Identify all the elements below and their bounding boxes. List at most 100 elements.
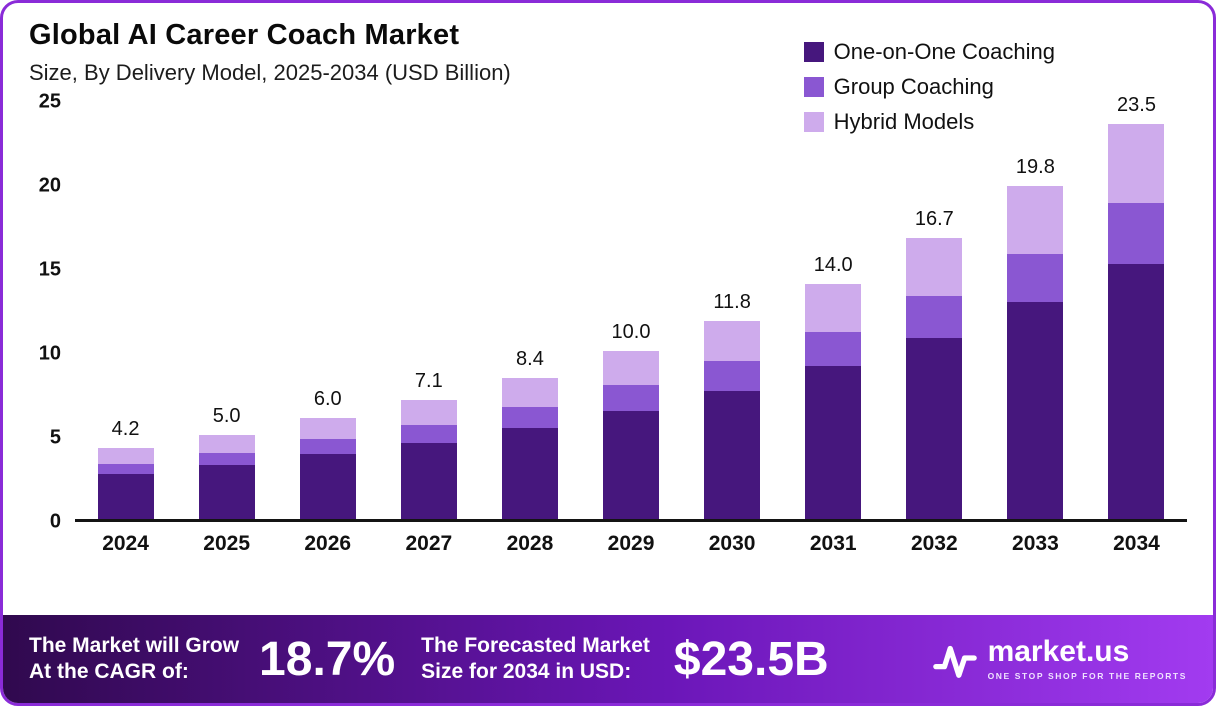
- bar-segment-one-on-one-coaching: [805, 366, 862, 519]
- bar-group-2026: 6.0: [277, 102, 378, 519]
- x-axis-label-2034: 2034: [1113, 532, 1160, 555]
- footer-banner: The Market will Grow At the CAGR of: 18.…: [3, 615, 1213, 703]
- bar-total-label: 10.0: [611, 321, 651, 344]
- page-title: Global AI Career Coach Market: [29, 19, 460, 51]
- chart-header: Global AI Career Coach Market Size, By D…: [3, 3, 1213, 134]
- bar-segment-group-coaching: [1108, 203, 1165, 264]
- cagr-label-line2: At the CAGR of:: [29, 660, 189, 683]
- cagr-label-line1: The Market will Grow: [29, 633, 240, 657]
- bar-total-label: 11.8: [713, 290, 751, 313]
- bar-total-label: 8.4: [516, 347, 544, 370]
- chart-area: 0 5 10 15 20 25 4.2 5.0 6.0 7.1 8.4 10.0 11.8 14.0 16…: [3, 88, 1213, 556]
- forecast-label-line1: The Forecasted Market: [421, 633, 650, 657]
- legend-item-hybrid-models: Hybrid Models: [803, 109, 1055, 135]
- bar-segment-group-coaching: [1007, 253, 1064, 303]
- bar-segment-hybrid-models: [198, 435, 255, 453]
- bar-segment-one-on-one-coaching: [603, 411, 660, 519]
- bar-segment-one-on-one-coaching: [97, 473, 154, 519]
- bar-segment-one-on-one-coaching: [501, 428, 558, 519]
- page-subtitle: Size, By Delivery Model, 2025-2034 (USD …: [29, 60, 511, 85]
- x-axis-label-2027: 2027: [405, 532, 453, 555]
- y-tick-label: 0: [49, 510, 61, 533]
- legend-swatch-one-on-one-icon: [803, 42, 824, 62]
- y-tick-label: 25: [38, 90, 61, 113]
- y-tick-label: 15: [38, 258, 61, 281]
- bar-segment-hybrid-models: [805, 283, 862, 332]
- legend-label: One-on-One Coaching: [833, 39, 1055, 64]
- bar-segment-group-coaching: [299, 439, 356, 455]
- bar-stack-2031: [805, 283, 862, 519]
- bar-stack-2026: [299, 418, 356, 519]
- x-axis-label-2029: 2029: [607, 532, 655, 555]
- bar-group-2031: 14.0: [783, 102, 884, 519]
- x-axis-labels: 2024 2025 2026 2027 2028 2029 2030 2031 2032 2033…: [75, 522, 1187, 556]
- cagr-label: The Market will Grow At the CAGR of:: [29, 633, 239, 686]
- bar-segment-group-coaching: [906, 295, 963, 338]
- bar-segment-hybrid-models: [501, 377, 558, 408]
- bar-group-2030: 11.8: [682, 102, 783, 519]
- bar-segment-one-on-one-coaching: [1108, 263, 1165, 519]
- bar-total-label: 23.5: [1117, 94, 1156, 117]
- bar-segment-group-coaching: [704, 361, 761, 392]
- x-axis-label-2031: 2031: [809, 532, 857, 555]
- marketus-brand: market.us ONE STOP SHOP FOR THE REPORTS: [932, 636, 1187, 682]
- bar-segment-hybrid-models: [400, 399, 457, 425]
- bar-segment-one-on-one-coaching: [198, 465, 255, 519]
- y-tick-label: 5: [49, 426, 61, 449]
- y-tick-label: 20: [38, 174, 61, 197]
- bar-group-2028: 8.4: [479, 102, 580, 519]
- forecast-label-line2: Size for 2034 in USD:: [421, 660, 632, 683]
- bar-group-2032: 16.7: [884, 102, 985, 519]
- y-tick-label: 10: [38, 342, 61, 365]
- bar-segment-one-on-one-coaching: [400, 442, 457, 519]
- legend-item-one-on-one: One-on-One Coaching: [803, 39, 1055, 65]
- y-axis: 0 5 10 15 20 25: [17, 91, 75, 533]
- brand-name: market.us: [987, 635, 1130, 668]
- bar-group-2025: 5.0: [176, 102, 277, 519]
- bar-group-2027: 7.1: [378, 102, 479, 519]
- bar-total-label: 7.1: [414, 369, 443, 392]
- bar-total-label: 6.0: [313, 388, 342, 411]
- bar-stack-2032: [906, 238, 963, 519]
- legend-item-group-coaching: Group Coaching: [803, 74, 1055, 100]
- legend-label: Hybrid Models: [833, 109, 975, 134]
- forecast-value: $23.5B: [673, 632, 829, 686]
- bar-stack-2025: [198, 435, 255, 519]
- bar-stack-2029: [603, 351, 660, 519]
- bar-total-label: 16.7: [914, 208, 954, 231]
- bar-group-2034: 23.5: [1086, 94, 1187, 519]
- bar-total-label: 19.8: [1015, 156, 1055, 179]
- legend-swatch-hybrid-models-icon: [803, 112, 824, 132]
- legend-label: Group Coaching: [833, 74, 994, 99]
- bar-segment-group-coaching: [603, 385, 660, 412]
- bar-segment-group-coaching: [198, 452, 255, 466]
- x-axis-label-2028: 2028: [506, 532, 554, 555]
- bar-stack-2034: [1108, 124, 1165, 519]
- bar-segment-one-on-one-coaching: [704, 391, 761, 519]
- bar-total-label: 14.0: [813, 253, 853, 276]
- bar-segment-one-on-one-coaching: [299, 454, 356, 519]
- bar-total-label: 5.0: [212, 405, 241, 428]
- bar-group-2024: 4.2: [75, 102, 176, 519]
- bar-segment-one-on-one-coaching: [906, 337, 963, 519]
- bar-segment-hybrid-models: [906, 238, 963, 296]
- bar-segment-group-coaching: [501, 407, 558, 429]
- cagr-value: 18.7%: [259, 632, 396, 686]
- x-axis-label-2025: 2025: [203, 532, 250, 555]
- bar-segment-hybrid-models: [704, 320, 761, 362]
- bar-segment-one-on-one-coaching: [1007, 302, 1064, 519]
- bar-stack-2030: [704, 320, 761, 519]
- bar-group-2033: 19.8: [985, 102, 1086, 519]
- brand-tagline: ONE STOP SHOP FOR THE REPORTS: [987, 671, 1187, 681]
- x-axis-label-2030: 2030: [708, 532, 756, 555]
- bar-stack-2028: [501, 377, 558, 519]
- bar-total-label: 4.2: [111, 418, 140, 441]
- plot-area: 4.2 5.0 6.0 7.1 8.4 10.0 11.8 14.0 16.7 19.8 23.5: [75, 94, 1187, 522]
- x-axis-label-2024: 2024: [102, 532, 149, 555]
- x-axis-label-2026: 2026: [304, 532, 352, 555]
- forecast-label: The Forecasted Market Size for 2034 in U…: [421, 633, 650, 686]
- bar-group-2029: 10.0: [580, 102, 681, 519]
- bar-segment-hybrid-models: [1007, 186, 1064, 254]
- bar-stack-2024: [97, 448, 154, 519]
